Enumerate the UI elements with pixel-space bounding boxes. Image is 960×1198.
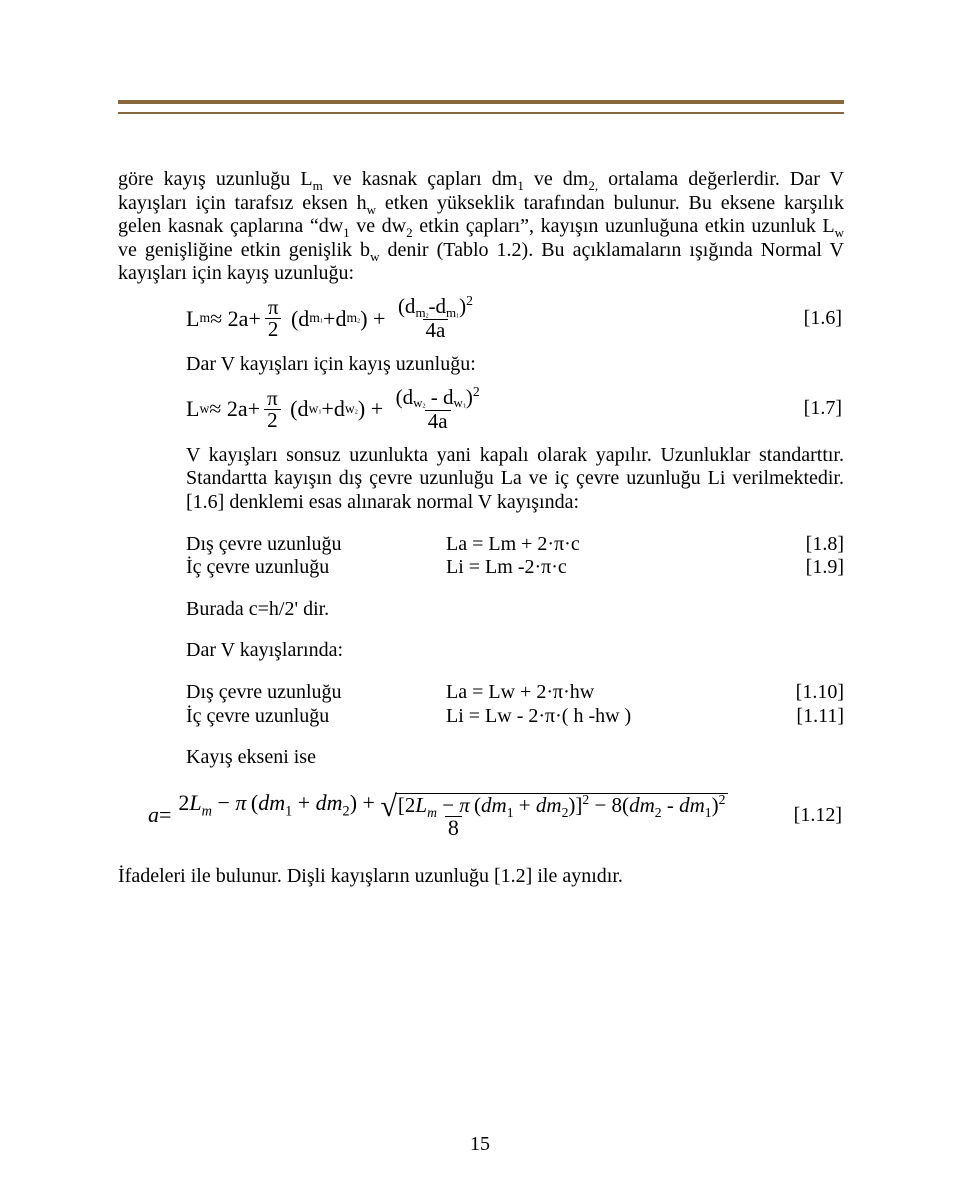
row-4-eqnum: [1.11] (756, 705, 844, 729)
paragraph-3: V kayışları sonsuz uzunlukta yani kapalı… (186, 444, 844, 515)
equation-number-1-12: [1.12] (794, 804, 844, 828)
paragraph-7: İfadeleri ile bulunur. Dişli kayışların … (118, 865, 844, 889)
paragraph-1: göre kayış uzunluğu Lm ve kasnak çapları… (118, 168, 844, 286)
equation-number-1-7: [1.7] (804, 397, 844, 421)
equation-1-12: a = 2Lm − π (dm1 + dm2) + √ [2Lm − π (dm… (118, 792, 844, 839)
formula-list-2: Dış çevre uzunluğu La = Lw + 2·π·hw [1.1… (186, 681, 844, 728)
page-number: 15 (0, 1133, 960, 1156)
paragraph-2: Dar V kayışları için kayış uzunluğu: (186, 353, 844, 377)
paragraph-4: Burada c=h/2' dir. (186, 598, 844, 622)
paragraph-5: Dar V kayışlarında: (186, 639, 844, 663)
row-2-eqnum: [1.9] (756, 556, 844, 580)
row-1-formula: La = Lm + 2·π·c (446, 533, 756, 557)
equation-1-6: Lm ≈ 2a+ π 2 (dm1 +dm2 ) + (dm2-dm1)2 4a (118, 296, 844, 341)
row-1-eqnum: [1.8] (756, 533, 844, 557)
header-rule-thick (118, 100, 844, 104)
row-2-label: İç çevre uzunluğu (186, 556, 446, 580)
equation-1-7: Lw ≈ 2a+ π 2 (dw1 +dw2 ) + (dw2 - dw1)2 … (118, 387, 844, 432)
header-rule-thin (118, 112, 844, 114)
paragraph-6: Kayış ekseni ise (186, 746, 844, 770)
row-4-label: İç çevre uzunluğu (186, 705, 446, 729)
equation-number-1-6: [1.6] (804, 307, 844, 331)
row-3-eqnum: [1.10] (756, 681, 844, 705)
page-content: göre kayış uzunluğu Lm ve kasnak çapları… (118, 168, 844, 893)
row-3-label: Dış çevre uzunluğu (186, 681, 446, 705)
formula-list-1: Dış çevre uzunluğu La = Lm + 2·π·c [1.8]… (186, 533, 844, 580)
row-3-formula: La = Lw + 2·π·hw (446, 681, 756, 705)
row-2-formula: Li = Lm -2·π·c (446, 556, 756, 580)
row-4-formula: Li = Lw - 2·π·( h -hw ) (446, 705, 756, 729)
row-1-label: Dış çevre uzunluğu (186, 533, 446, 557)
